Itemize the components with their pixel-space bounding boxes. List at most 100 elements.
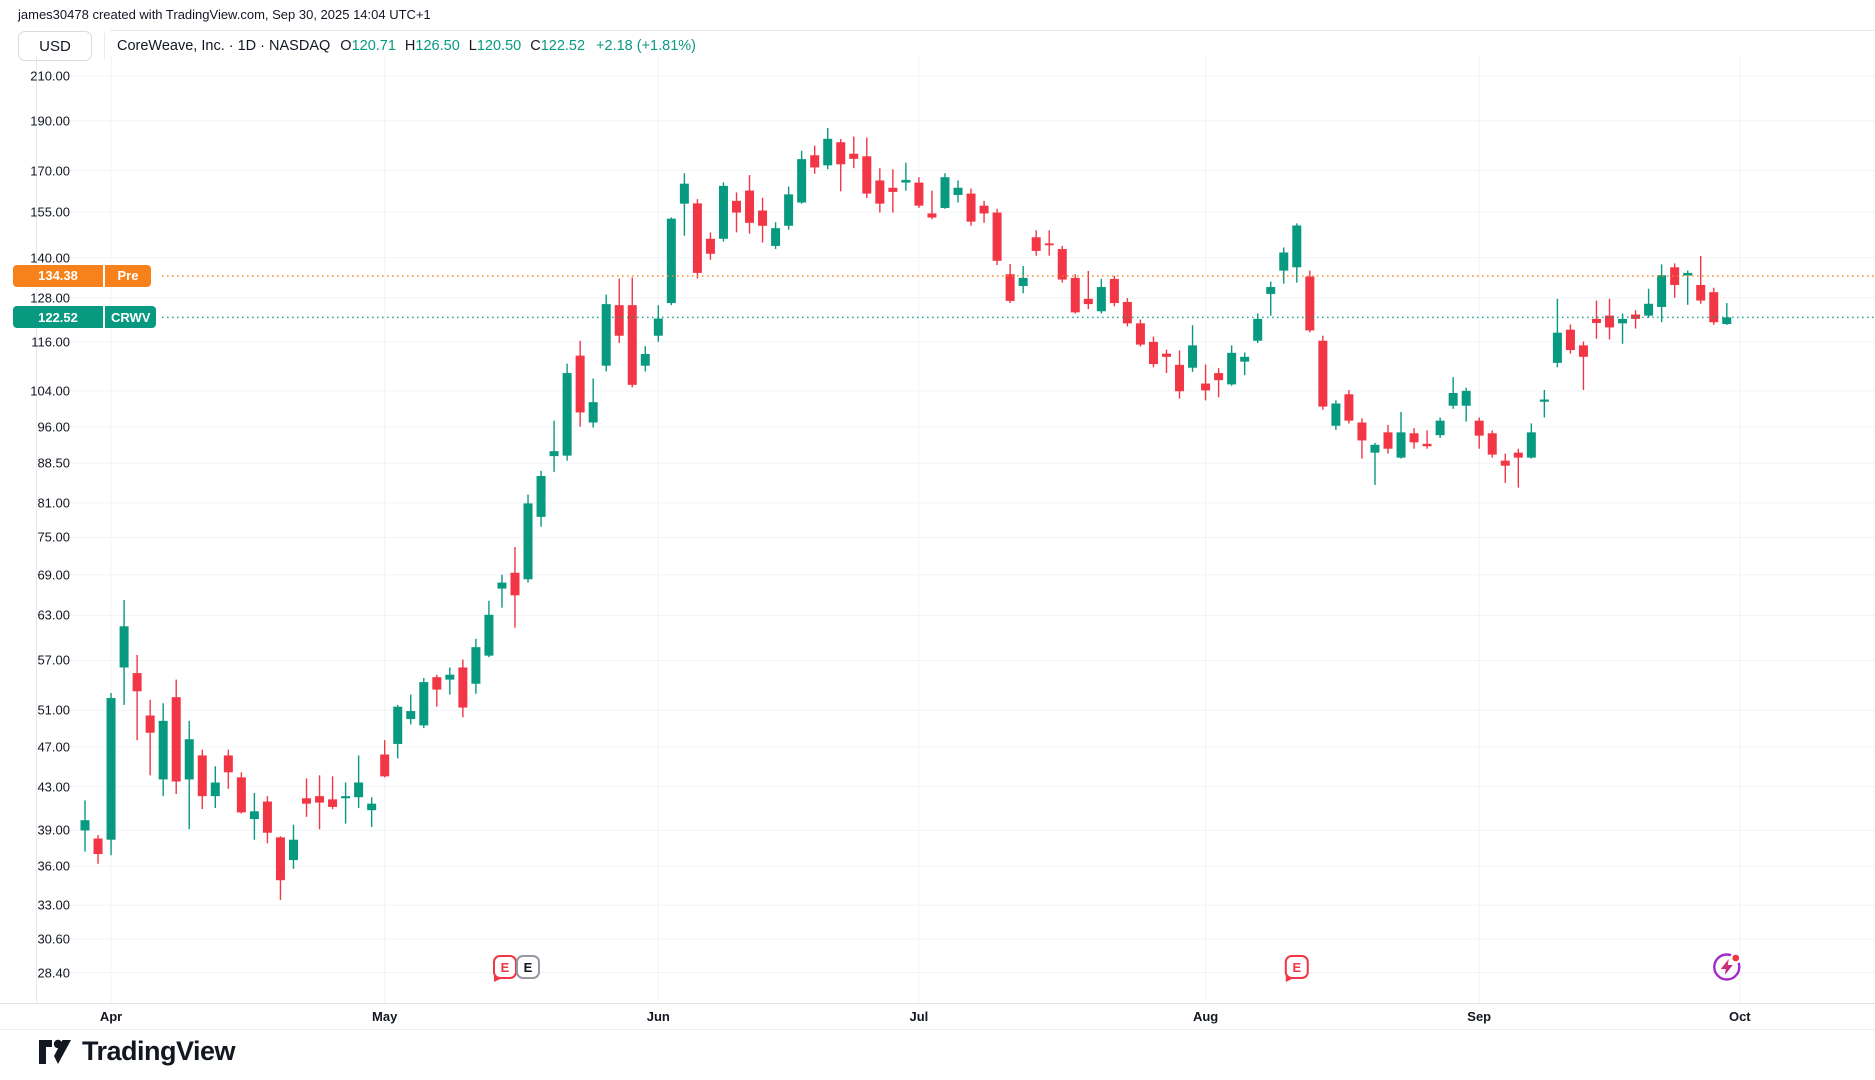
candle-05-14[interactable] — [497, 574, 507, 608]
candle-04-24[interactable] — [315, 775, 325, 830]
candle-05-01[interactable] — [380, 740, 390, 778]
candle-07-10[interactable] — [992, 208, 1002, 266]
candle-09-04[interactable] — [1500, 453, 1510, 483]
candle-04-10[interactable] — [197, 749, 207, 810]
candle-09-02[interactable] — [1474, 417, 1484, 449]
candle-09-26[interactable] — [1709, 287, 1719, 325]
candle-05-28[interactable] — [614, 278, 624, 344]
candle-08-06[interactable] — [1240, 352, 1250, 376]
candle-04-03[interactable] — [132, 654, 142, 741]
candle-06-17[interactable] — [797, 150, 807, 204]
candle-09-19[interactable] — [1644, 288, 1654, 318]
candle-04-01[interactable] — [106, 692, 116, 856]
candle-09-16[interactable] — [1605, 298, 1615, 340]
boost-icon[interactable] — [1713, 952, 1742, 981]
candle-07-01[interactable] — [914, 177, 924, 208]
candle-08-27[interactable] — [1435, 417, 1445, 439]
candle-08-11[interactable] — [1279, 247, 1289, 284]
candle-05-02[interactable] — [393, 704, 403, 759]
candle-06-30[interactable] — [901, 162, 911, 191]
candle-05-12[interactable] — [471, 638, 481, 694]
candle-07-02[interactable] — [927, 190, 937, 220]
candle-06-24[interactable] — [849, 136, 859, 169]
candle-05-19[interactable] — [536, 470, 546, 527]
candle-05-27[interactable] — [601, 294, 611, 372]
candle-09-25[interactable] — [1696, 255, 1706, 304]
earnings-icon[interactable]: E — [515, 955, 540, 979]
candle-08-12[interactable] — [1292, 223, 1302, 283]
candle-08-18[interactable] — [1344, 389, 1354, 424]
candle-07-24[interactable] — [1122, 298, 1132, 327]
candle-08-01[interactable] — [1201, 364, 1211, 401]
candle-09-29[interactable] — [1722, 303, 1732, 325]
candle-05-13[interactable] — [484, 600, 494, 658]
candle-04-15[interactable] — [236, 772, 246, 814]
candle-07-09[interactable] — [979, 200, 989, 223]
candle-08-07[interactable] — [1253, 313, 1263, 344]
candle-06-03[interactable] — [666, 217, 676, 306]
candle-07-31[interactable] — [1188, 325, 1198, 372]
earnings-icon[interactable]: E — [1284, 955, 1309, 982]
candle-04-29[interactable] — [354, 755, 364, 809]
premarket-price-label[interactable]: 134.38 Pre — [13, 264, 151, 287]
candle-07-23[interactable] — [1109, 275, 1119, 307]
candle-05-15[interactable] — [510, 547, 520, 628]
currency-button[interactable]: USD — [18, 31, 92, 61]
candle-05-20[interactable] — [549, 420, 559, 472]
symbol-title[interactable]: CoreWeave, Inc. · 1D · NASDAQ — [117, 38, 331, 54]
candle-07-16[interactable] — [1044, 230, 1054, 256]
last-price-label[interactable]: 122.52 CRWV — [13, 306, 157, 329]
candle-06-23[interactable] — [836, 139, 846, 192]
candle-08-19[interactable] — [1357, 418, 1367, 459]
candle-09-09[interactable] — [1539, 389, 1549, 418]
candle-09-23[interactable] — [1670, 263, 1680, 298]
candle-07-11[interactable] — [1005, 264, 1015, 304]
candle-03-31[interactable] — [93, 835, 103, 864]
candle-09-11[interactable] — [1565, 324, 1575, 354]
candle-05-29[interactable] — [627, 277, 637, 388]
candle-06-18[interactable] — [810, 145, 820, 174]
candle-08-13[interactable] — [1305, 270, 1315, 333]
candle-07-14[interactable] — [1018, 265, 1028, 294]
candle-09-03[interactable] — [1487, 430, 1497, 458]
candle-06-16[interactable] — [784, 186, 794, 230]
candle-04-22[interactable] — [288, 824, 298, 869]
candle-04-23[interactable] — [302, 778, 312, 817]
candle-07-08[interactable] — [966, 188, 976, 226]
candle-05-08[interactable] — [445, 667, 455, 695]
candle-07-30[interactable] — [1175, 350, 1185, 399]
candle-06-13[interactable] — [771, 222, 781, 250]
candle-04-28[interactable] — [341, 782, 351, 824]
candle-05-05[interactable] — [406, 694, 416, 725]
candle-07-15[interactable] — [1031, 230, 1041, 256]
candle-05-07[interactable] — [432, 674, 442, 707]
candle-04-07[interactable] — [158, 703, 168, 797]
candle-08-28[interactable] — [1448, 377, 1458, 409]
candle-04-14[interactable] — [223, 749, 233, 789]
candle-08-04[interactable] — [1214, 368, 1224, 398]
candle-06-02[interactable] — [653, 305, 663, 342]
candle-06-12[interactable] — [758, 197, 768, 243]
candle-04-16[interactable] — [249, 792, 259, 840]
candle-05-06[interactable] — [419, 677, 429, 729]
candle-04-30[interactable] — [367, 797, 377, 827]
candle-09-18[interactable] — [1631, 310, 1641, 329]
candle-05-23[interactable] — [588, 378, 598, 428]
candle-04-25[interactable] — [328, 776, 338, 810]
candle-07-21[interactable] — [1083, 270, 1093, 310]
candle-07-07[interactable] — [953, 180, 963, 203]
candle-09-15[interactable] — [1591, 300, 1601, 339]
candle-09-12[interactable] — [1578, 341, 1588, 390]
candle-08-29[interactable] — [1461, 387, 1471, 422]
candle-06-20[interactable] — [823, 128, 833, 170]
candle-05-22[interactable] — [575, 340, 585, 427]
candle-06-05[interactable] — [692, 199, 702, 279]
candle-07-03[interactable] — [940, 173, 950, 209]
candle-06-25[interactable] — [862, 137, 872, 199]
candle-08-25[interactable] — [1409, 428, 1419, 449]
candle-05-21[interactable] — [562, 363, 572, 461]
candle-08-08[interactable] — [1266, 281, 1276, 316]
candle-06-09[interactable] — [718, 182, 728, 242]
candle-06-27[interactable] — [888, 169, 898, 213]
